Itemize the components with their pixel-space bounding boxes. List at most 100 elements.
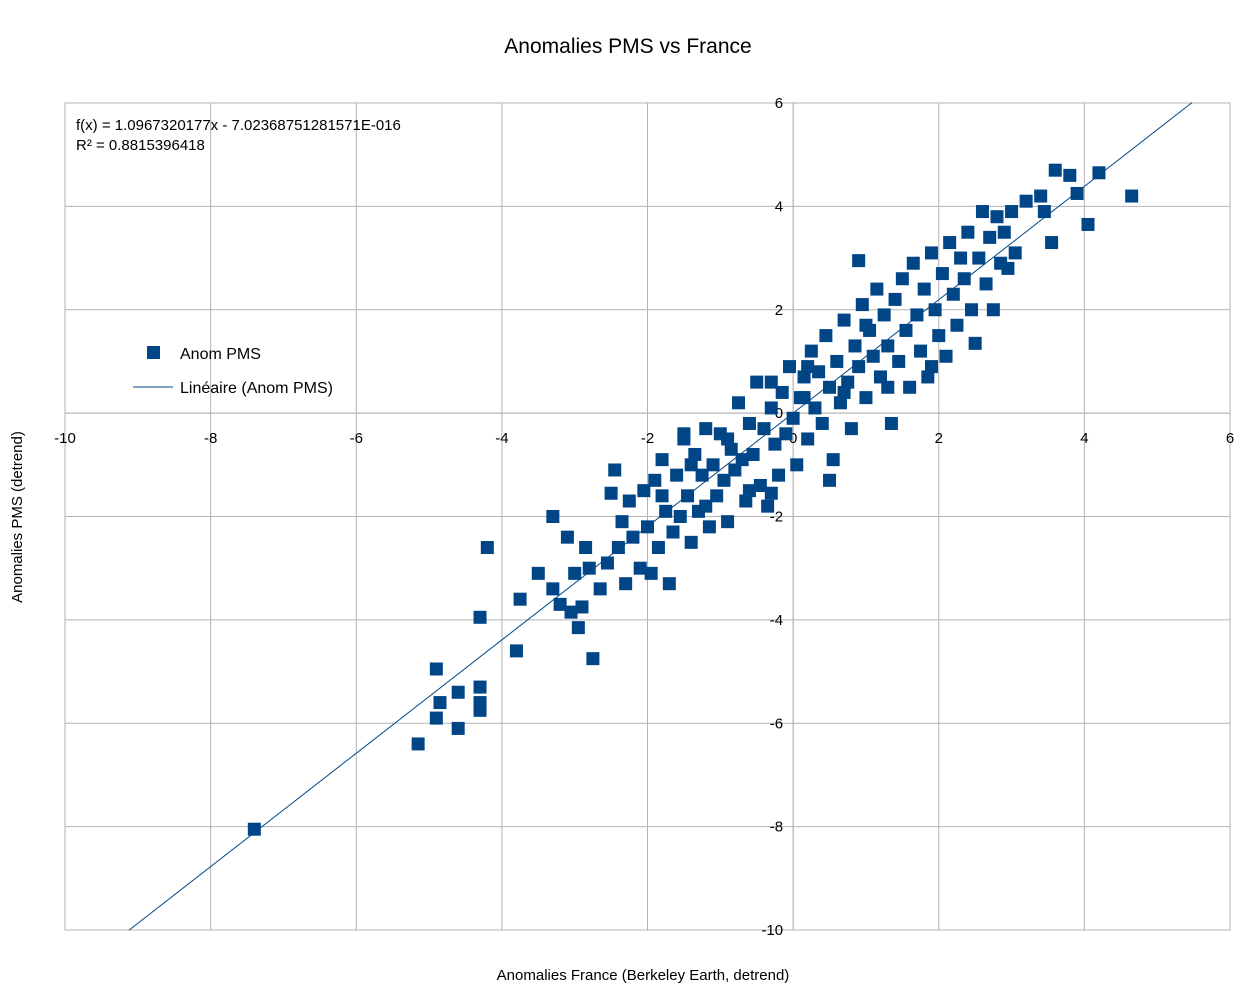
data-point [553, 597, 567, 611]
data-point [965, 303, 979, 317]
axes [65, 103, 1230, 930]
data-point [1063, 168, 1077, 182]
data-point [790, 458, 804, 472]
data-point [677, 427, 691, 441]
data-point [921, 370, 935, 384]
data-point [761, 499, 775, 513]
data-point [881, 339, 895, 353]
data-point [972, 251, 986, 265]
data-point [247, 822, 261, 836]
data-point [688, 447, 702, 461]
data-point [662, 577, 676, 591]
y-tick-label: 0 [775, 405, 783, 422]
x-tick-label: 4 [1080, 430, 1088, 447]
data-point [943, 236, 957, 250]
data-point [983, 230, 997, 244]
data-point [895, 272, 909, 286]
data-point [582, 561, 596, 575]
y-tick-label: 4 [775, 198, 783, 215]
data-point [975, 205, 989, 219]
data-point [804, 344, 818, 358]
data-point [859, 318, 873, 332]
data-point [950, 318, 964, 332]
data-point [848, 339, 862, 353]
data-point [586, 652, 600, 666]
data-point [717, 473, 731, 487]
data-point [681, 489, 695, 503]
data-point [874, 370, 887, 384]
data-point [946, 287, 960, 301]
data-point [979, 277, 993, 291]
data-point [997, 225, 1011, 239]
data-point [699, 499, 713, 513]
data-point [509, 644, 523, 658]
data-point [546, 582, 560, 596]
data-point [546, 510, 560, 523]
data-point [917, 282, 931, 296]
data-point [655, 489, 669, 503]
data-point [1019, 194, 1033, 208]
data-point [968, 336, 982, 350]
data-point [593, 582, 607, 596]
y-tick-label: 2 [775, 302, 783, 319]
data-point [753, 478, 767, 492]
data-point [877, 308, 891, 322]
data-point [531, 566, 545, 580]
data-point [451, 721, 465, 735]
trendline-equation: f(x) = 1.0967320177x - 7.02368751281571E… [76, 117, 401, 134]
data-point [513, 592, 527, 606]
x-tick-label: -2 [641, 430, 654, 447]
data-point [571, 621, 585, 635]
y-tick-label: -4 [770, 612, 783, 629]
data-point [673, 510, 687, 523]
data-point [742, 416, 756, 430]
data-point [910, 308, 924, 322]
data-point [797, 391, 811, 405]
data-point [637, 484, 651, 498]
x-axis-title: Anomalies France (Berkeley Earth, detren… [497, 967, 790, 984]
data-point [659, 504, 673, 518]
data-point [990, 210, 1004, 224]
data-point [859, 391, 873, 405]
data-point [830, 354, 844, 368]
data-point [906, 256, 920, 270]
x-tick-label: -8 [204, 430, 217, 447]
data-point [957, 272, 971, 286]
data-point [622, 494, 636, 508]
legend: Anom PMS Linéaire (Anom PMS) [133, 346, 333, 397]
data-point [699, 422, 713, 436]
data-point [1081, 217, 1095, 231]
data-point [644, 566, 658, 580]
data-point [884, 416, 898, 430]
data-point [728, 463, 742, 477]
y-tick-label: -8 [770, 819, 783, 836]
data-point [1045, 236, 1059, 250]
data-point [841, 375, 855, 389]
data-point [721, 515, 735, 529]
x-tick-label: -6 [350, 430, 363, 447]
data-point [866, 349, 880, 363]
data-point [1037, 205, 1051, 219]
data-point [914, 344, 928, 358]
data-point [782, 360, 796, 374]
data-point [568, 566, 582, 580]
data-point [986, 303, 1000, 317]
data-point [724, 442, 738, 456]
data-point [779, 427, 793, 441]
data-point [1092, 166, 1106, 180]
chart-title: Anomalies PMS vs France [504, 35, 751, 58]
data-point [626, 530, 640, 544]
data-point [1034, 189, 1048, 203]
data-point [772, 468, 786, 482]
data-point [764, 375, 778, 389]
data-point [870, 282, 884, 296]
data-point [815, 416, 829, 430]
data-point [924, 246, 938, 260]
data-point [855, 298, 869, 312]
data-point [881, 380, 895, 394]
data-point [801, 432, 815, 446]
data-point [1008, 246, 1022, 260]
data-point [575, 600, 589, 614]
x-tick-label: 0 [789, 430, 797, 447]
